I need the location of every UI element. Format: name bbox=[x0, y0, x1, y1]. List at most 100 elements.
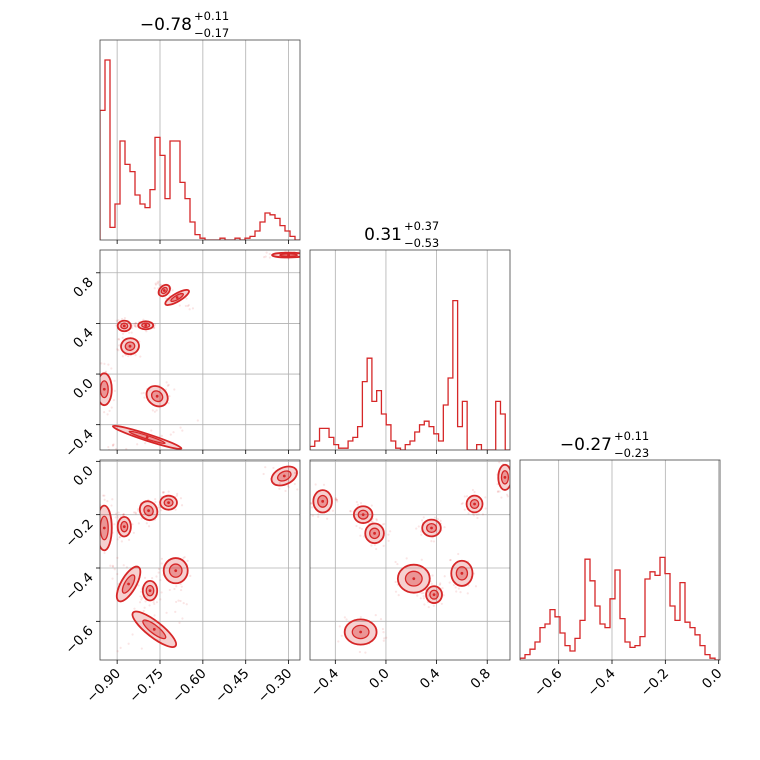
scatter-1-2-sample-point bbox=[385, 636, 388, 639]
scatter-0-2-sample-point bbox=[136, 508, 140, 511]
scatter-0-2-sample-point bbox=[183, 555, 186, 559]
scatter-0-1-peak bbox=[145, 435, 149, 439]
scatter-0-1-sample-point bbox=[96, 391, 98, 393]
scatter-1-2-sample-point bbox=[471, 488, 475, 492]
scatter-0-2-sample-point bbox=[160, 591, 163, 594]
scatter-1-2-sample-point bbox=[359, 534, 362, 537]
scatter-0-2-sample-point bbox=[185, 603, 188, 606]
scatter-0-2-sample-point bbox=[167, 490, 170, 493]
scatter-1-2-sample-point bbox=[443, 575, 446, 578]
scatter-0-1-sample-point bbox=[127, 355, 130, 358]
title-plus-2: +0.11 bbox=[614, 429, 649, 443]
hist-2-step-line bbox=[520, 556, 720, 660]
scatter-0-2-sample-point bbox=[110, 504, 113, 507]
scatter-0-1-sample-point bbox=[111, 443, 115, 447]
scatter-0-2-sample-point bbox=[157, 506, 160, 509]
scatter-1-2-sample-point bbox=[358, 650, 361, 654]
x-tick-label: −0.6 bbox=[531, 666, 565, 700]
scatter-0-1-sample-point bbox=[188, 308, 191, 311]
y-tick-label: 0.8 bbox=[70, 274, 97, 301]
scatter-0-2-sample-point bbox=[178, 621, 181, 624]
y-tick-label: −0.4 bbox=[62, 570, 96, 604]
hist-0-frame bbox=[99, 39, 301, 241]
scatter-1-2-sample-point bbox=[423, 603, 426, 606]
scatter-0-2-sample-point bbox=[122, 513, 125, 516]
scatter-0-2-density bbox=[96, 465, 303, 653]
scatter-1-2-sample-point bbox=[484, 507, 487, 510]
scatter-1-2-sample-point bbox=[420, 530, 423, 533]
scatter-0-2-sample-point bbox=[137, 522, 140, 525]
scatter-1-2-sample-point bbox=[373, 543, 376, 546]
scatter-0-1-sample-point bbox=[128, 331, 131, 334]
scatter-0-1-sample-point bbox=[155, 409, 158, 412]
scatter-0-1-sample-point bbox=[142, 318, 145, 321]
scatter-1-2-sample-point bbox=[454, 586, 457, 589]
scatter-1-2-sample-point bbox=[417, 525, 420, 528]
scatter-0-2-sample-point bbox=[143, 606, 146, 609]
panel-title-0: −0.78 +0.11 −0.17 bbox=[140, 9, 229, 40]
scatter-1-2-sample-point bbox=[512, 463, 514, 465]
scatter-0-1-sample-point bbox=[158, 284, 161, 287]
scatter-0-2-sample-point bbox=[284, 489, 287, 493]
scatter-1-2-sample-point bbox=[463, 508, 466, 511]
scatter-1-2-sample-point bbox=[387, 533, 390, 536]
scatter-1-2-sample-point bbox=[375, 519, 378, 522]
scatter-0-2-sample-point bbox=[134, 512, 138, 515]
scatter-0-2-sample-point bbox=[96, 554, 98, 556]
scatter-1-2-sample-point bbox=[334, 498, 337, 501]
scatter-1-2-sample-point bbox=[436, 588, 439, 591]
scatter-0-2-sample-point bbox=[294, 471, 297, 474]
hist-1-frame bbox=[309, 249, 511, 451]
scatter-1-2-sample-point bbox=[448, 581, 451, 584]
scatter-0-1-sample-point bbox=[268, 252, 271, 256]
scatter-1-2-sample-point bbox=[314, 483, 317, 486]
scatter-1-2-sample-point bbox=[440, 602, 443, 605]
scatter-0-2-sample-point bbox=[117, 511, 120, 514]
scatter-1-2-sample-point bbox=[449, 558, 452, 562]
scatter-0-2-sample-point bbox=[118, 536, 121, 539]
scatter-0-2-sample-point bbox=[177, 599, 180, 602]
scatter-0-1-sample-point bbox=[134, 354, 137, 357]
scatter-0-2-sample-point bbox=[116, 572, 119, 576]
scatter-0-2-sample-point bbox=[137, 584, 140, 587]
scatter-0-1-sample-point bbox=[134, 322, 138, 325]
scatter-0-1-sample-point bbox=[169, 433, 172, 436]
scatter-1-2-sample-point bbox=[438, 583, 442, 586]
scatter-1-2-sample-point bbox=[475, 513, 478, 516]
scatter-1-2-sample-point bbox=[311, 514, 314, 517]
scatter-0-1-sample-point bbox=[187, 303, 190, 307]
scatter-0-1-sample-point bbox=[115, 447, 118, 450]
scatter-0-1-sample-point bbox=[112, 451, 114, 453]
scatter-1-2-sample-point bbox=[396, 562, 399, 566]
scatter-1-2-peak bbox=[359, 630, 363, 634]
scatter-0-1-sample-point bbox=[113, 389, 116, 392]
scatter-1-2-sample-point bbox=[334, 497, 337, 500]
scatter-0-2-sample-point bbox=[300, 472, 302, 474]
scatter-1-2-sample-point bbox=[433, 516, 437, 519]
panel-title-1: 0.31 +0.37 −0.53 bbox=[364, 219, 439, 250]
scatter-0-1-sample-point bbox=[133, 324, 136, 327]
scatter-1-2-sample-point bbox=[358, 526, 361, 529]
scatter-0-1-sample-point bbox=[117, 319, 120, 322]
scatter-0-2-sample-point bbox=[131, 523, 134, 526]
scatter-0-2-peak bbox=[152, 627, 156, 631]
scatter-0-1-sample-point bbox=[179, 426, 182, 429]
scatter-1-2-sample-point bbox=[331, 509, 334, 512]
scatter-0-2-sample-point bbox=[301, 481, 303, 483]
scatter-0-2-sample-point bbox=[102, 494, 105, 497]
scatter-0-2-sample-point bbox=[180, 585, 183, 588]
scatter-0-2-sample-point bbox=[161, 491, 165, 494]
scatter-0-1-sample-point bbox=[117, 349, 120, 352]
scatter-0-2-sample-point bbox=[155, 575, 158, 578]
scatter-1-2-sample-point bbox=[343, 616, 346, 619]
scatter-0-2-sample-point bbox=[174, 610, 177, 613]
scatter-0-1-sample-point bbox=[312, 253, 314, 255]
scatter-1-2-sample-point bbox=[317, 515, 320, 518]
scatter-1-2-sample-point bbox=[359, 502, 363, 505]
scatter-0-2-sample-point bbox=[176, 492, 179, 495]
y-tick-label: 0.4 bbox=[70, 325, 97, 352]
panel-title-2: −0.27 +0.11 −0.23 bbox=[560, 429, 649, 460]
scatter-0-2-peak bbox=[174, 569, 178, 573]
scatter-0-1-sample-point bbox=[142, 391, 145, 395]
scatter-0-2-sample-point bbox=[182, 556, 185, 560]
